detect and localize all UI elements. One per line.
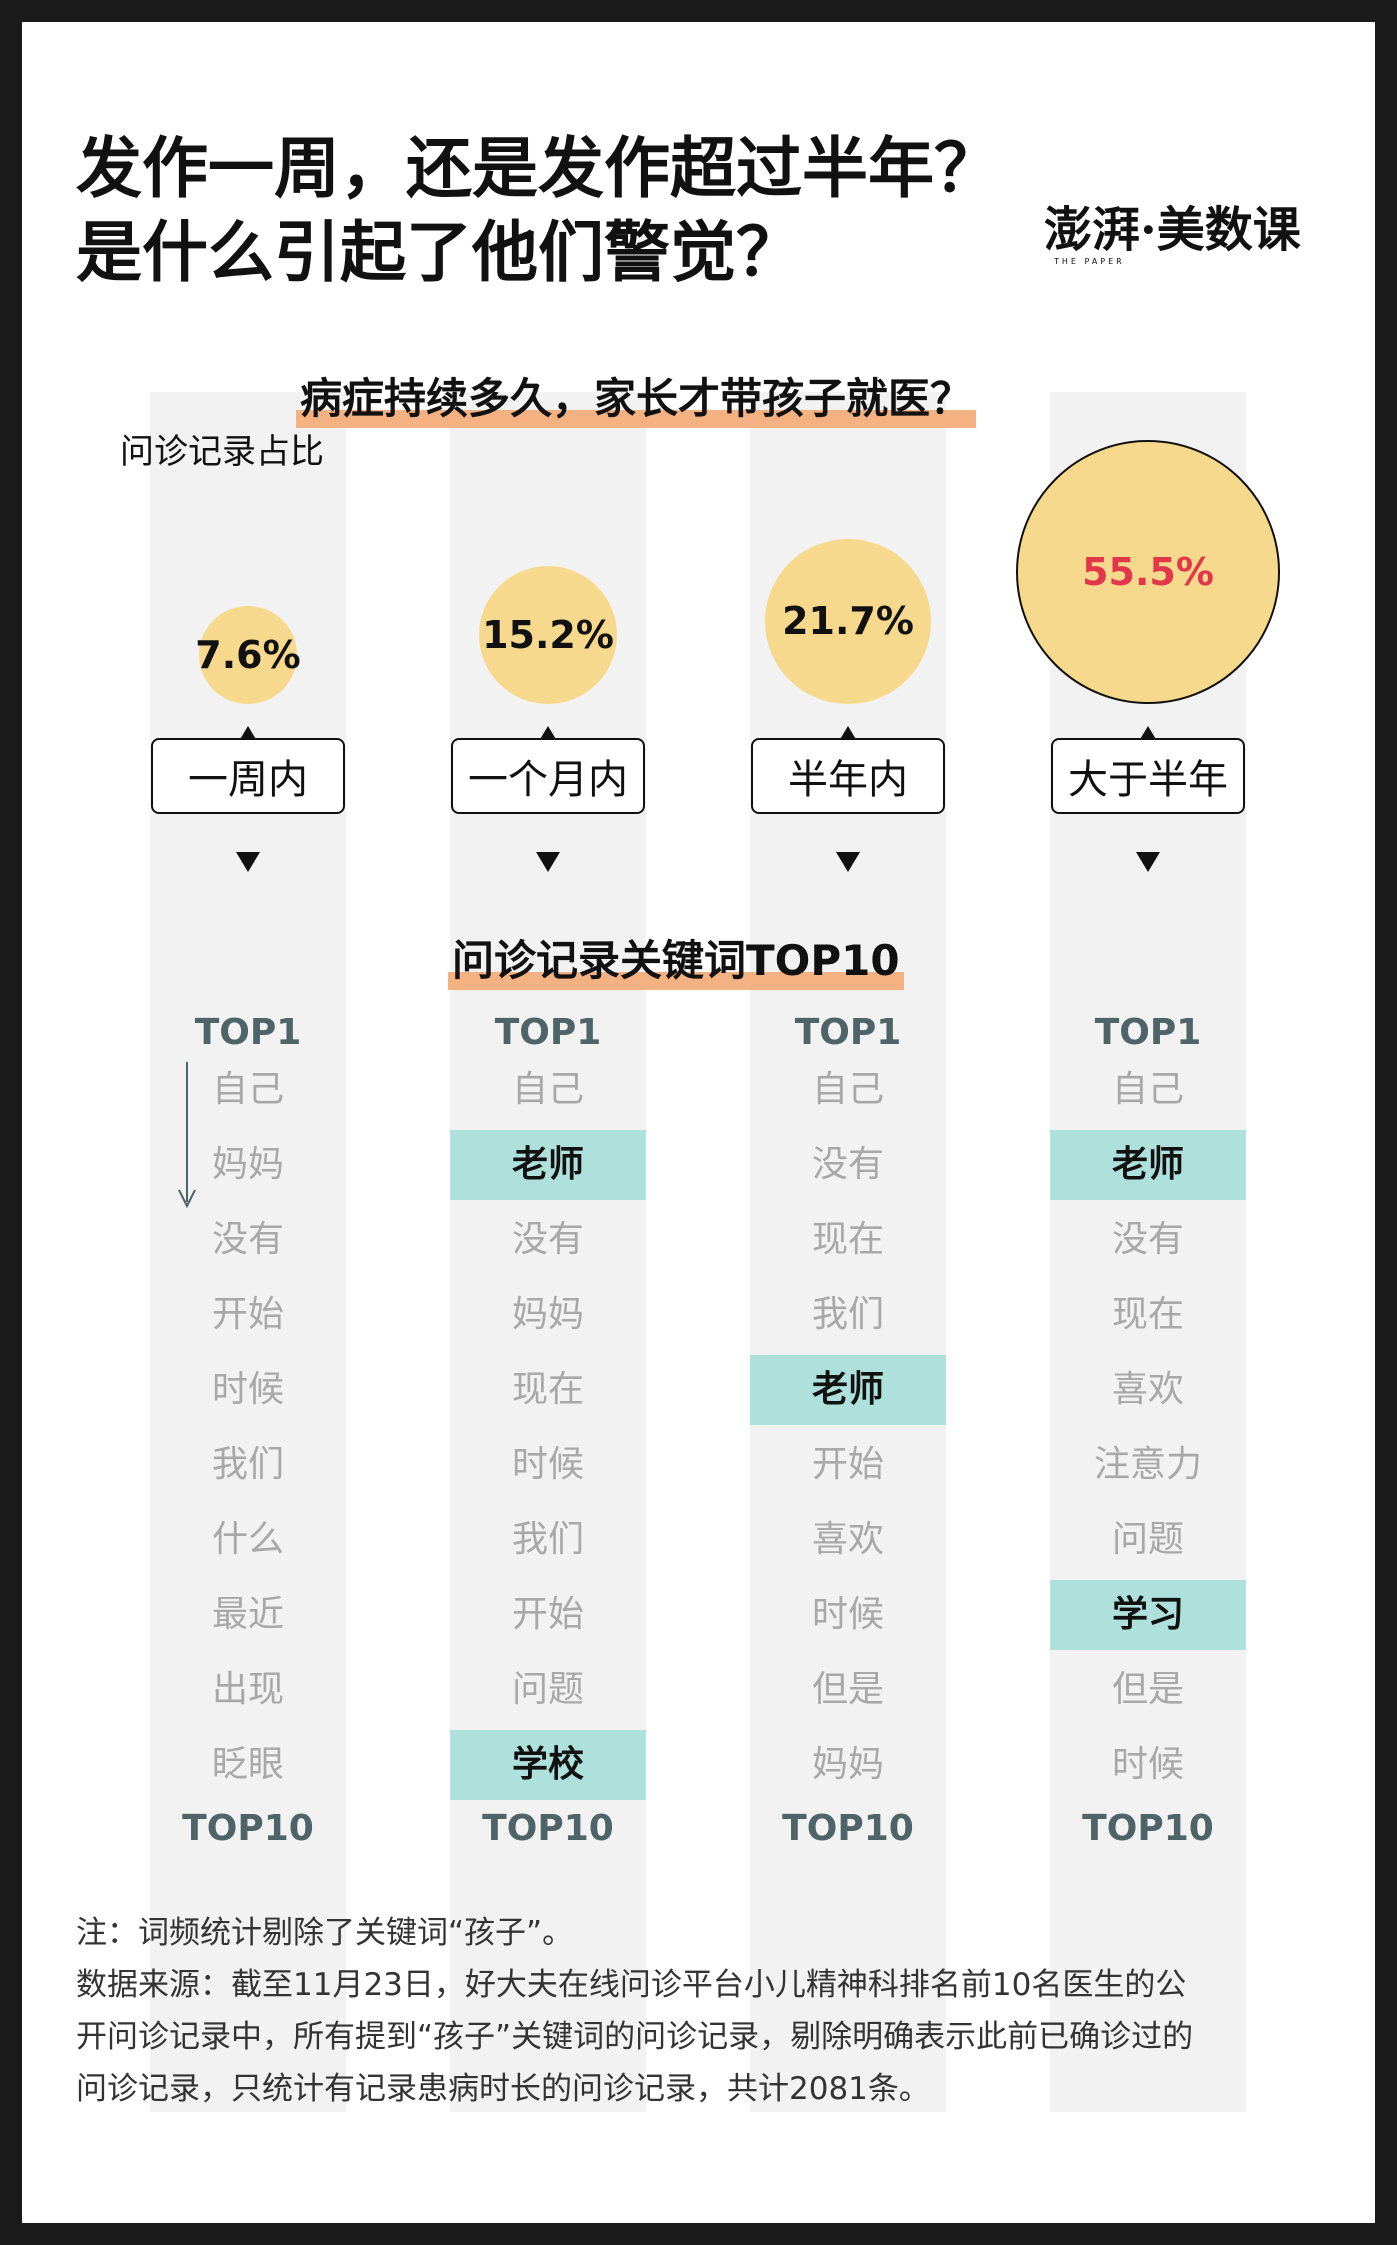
keyword-item: 学习 (1050, 1580, 1246, 1650)
keyword-item: 妈妈 (811, 1744, 884, 1785)
keyword-item: 我们 (511, 1519, 584, 1560)
keyword-item: 时候 (1111, 1744, 1184, 1785)
keyword-item: 我们 (211, 1444, 284, 1485)
keyword-item: 没有 (811, 1144, 884, 1185)
keyword-item: 时候 (511, 1444, 584, 1485)
brand-logo-subtext: THE PAPER (1054, 257, 1125, 266)
bubble-2: 15.2% (478, 565, 618, 704)
bubble-value-label: 7.6% (195, 633, 301, 678)
note-line-2: 数据来源：截至11月23日，好大夫在线问诊平台小儿精神科排名前10名医生的公 (76, 1967, 1187, 2003)
note-line-1: 注：词频统计剔除了关键词“孩子”。 (76, 1915, 574, 1951)
keyword-item: 开始 (211, 1294, 284, 1335)
keyword-item: 什么 (211, 1519, 284, 1560)
rank-arrow-icon (178, 1062, 196, 1209)
keyword-item: 学校 (450, 1730, 646, 1800)
brand-logo: 澎湃·美数课 THE PAPER (1044, 206, 1301, 266)
keyword-item: 妈妈 (511, 1294, 584, 1335)
keyword-item: 时候 (211, 1369, 284, 1410)
category-label-3: 半年内 (751, 738, 945, 814)
keyword-item: 问题 (511, 1669, 584, 1710)
keyword-item: 现在 (811, 1219, 884, 1260)
category-label-4: 大于半年 (1051, 738, 1245, 814)
y-axis-label: 问诊记录占比 (120, 432, 324, 472)
keyword-item: 但是 (811, 1669, 884, 1710)
note-line-4: 问诊记录，只统计有记录患病时长的问诊记录，共计2081条。 (76, 2071, 930, 2107)
keywords-title: 问诊记录关键词TOP10 (448, 940, 904, 990)
keyword-item: 自己 (511, 1069, 584, 1110)
title-line-1: 发作一周，还是发作超过半年？ (76, 130, 1000, 207)
keyword-item: 开始 (811, 1444, 884, 1485)
bubble-value-label: 55.5% (1082, 550, 1214, 594)
bubble-value-label: 21.7% (782, 599, 914, 644)
rank-top-label: TOP1 (794, 1012, 902, 1053)
keyword-item: 没有 (211, 1219, 284, 1260)
bubble-value-label: 15.2% (482, 612, 614, 657)
keyword-item: 妈妈 (211, 1144, 284, 1185)
keyword-item: 现在 (1111, 1294, 1184, 1335)
rank-top-label: TOP1 (494, 1012, 602, 1053)
triangle-down-icon (1136, 852, 1160, 872)
keyword-item: 自己 (1111, 1069, 1184, 1110)
keyword-item: 喜欢 (811, 1519, 884, 1560)
keyword-item: 开始 (511, 1594, 584, 1635)
triangle-down-icon (536, 852, 560, 872)
rank-top-label: TOP1 (194, 1012, 302, 1053)
keyword-item: 老师 (450, 1130, 646, 1200)
title-line-2: 是什么引起了他们警觉？ (76, 214, 802, 291)
triangle-down-icon (836, 852, 860, 872)
keyword-item: 我们 (811, 1294, 884, 1335)
bubble-1: 7.6% (195, 606, 301, 704)
rank-top-label: TOP1 (1094, 1012, 1202, 1053)
keyword-item: 出现 (211, 1669, 284, 1710)
brand-logo-text: 澎湃·美数课 (1044, 202, 1301, 258)
keyword-item: 眨眼 (211, 1744, 284, 1785)
rank-bottom-label: TOP10 (182, 1808, 314, 1849)
rank-bottom-label: TOP10 (782, 1808, 914, 1849)
keyword-item: 没有 (1111, 1219, 1184, 1260)
keyword-item: 最近 (211, 1594, 284, 1635)
keyword-item: 现在 (511, 1369, 584, 1410)
keyword-item: 问题 (1111, 1519, 1184, 1560)
category-label-2: 一个月内 (451, 738, 645, 814)
rank-bottom-label: TOP10 (1082, 1808, 1214, 1849)
rank-bottom-label: TOP10 (482, 1808, 614, 1849)
keyword-item: 老师 (750, 1355, 946, 1425)
bubble-3: 21.7% (765, 538, 931, 704)
bubble-4: 55.5% (1016, 440, 1280, 704)
keyword-item: 老师 (1050, 1130, 1246, 1200)
keyword-item: 时候 (811, 1594, 884, 1635)
keyword-item: 喜欢 (1111, 1369, 1184, 1410)
chart-title: 病症持续多久，家长才带孩子就医？ (296, 378, 977, 428)
keyword-item: 但是 (1111, 1669, 1184, 1710)
keyword-item: 自己 (811, 1069, 884, 1110)
note-line-3: 开问诊记录中，所有提到“孩子”关键词的问诊记录，剔除明确表示此前已确诊过的 (76, 2019, 1194, 2055)
keyword-item: 自己 (211, 1069, 284, 1110)
category-label-1: 一周内 (151, 738, 345, 814)
triangle-down-icon (236, 852, 260, 872)
keyword-item: 没有 (511, 1219, 584, 1260)
keyword-item: 注意力 (1093, 1444, 1202, 1485)
